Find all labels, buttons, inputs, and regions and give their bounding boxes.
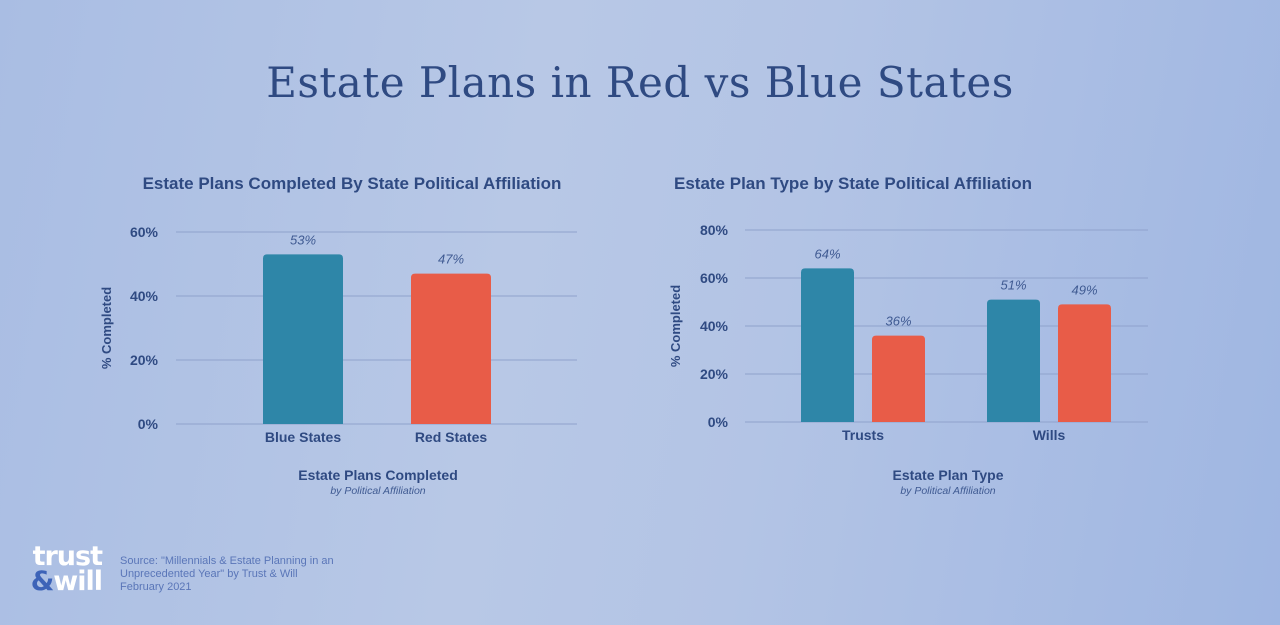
source-line3: February 2021 [120,581,192,593]
y-tick-label: 60% [130,224,159,240]
trust-and-will-logo: trust &will [28,541,103,597]
bar [1058,304,1111,422]
logo-will: will [53,566,103,597]
chart-title: Estate Plan Type by State Political Affi… [674,174,1032,193]
data-label: 49% [1071,282,1097,297]
y-tick-label: 80% [700,222,729,238]
y-tick-label: 0% [138,416,159,432]
y-tick-label: 20% [700,366,729,382]
x-tick-label: Wills [1033,427,1066,443]
source-line1: Source: "Millennials & Estate Planning i… [120,555,334,567]
x-axis-label: Estate Plans Completed [298,467,458,483]
bar [987,299,1040,422]
page-title: Estate Plans in Red vs Blue States [266,58,1014,107]
data-label: 51% [1000,278,1026,293]
y-tick-label: 40% [130,288,159,304]
y-axis-label: % Completed [99,287,114,369]
data-label: 64% [814,246,840,261]
source-line2: Unprecedented Year" by Trust & Will [120,568,298,580]
y-tick-label: 60% [700,270,729,286]
x-axis-label: Estate Plan Type [892,467,1003,483]
data-label: 47% [438,252,464,267]
y-tick-label: 40% [700,318,729,334]
x-axis-sublabel: by Political Affiliation [330,485,425,497]
y-tick-label: 20% [130,352,159,368]
bar [872,335,925,422]
bar [263,254,343,424]
x-tick-label: Red States [415,429,488,445]
bar [801,268,854,422]
logo-line2: &will [28,566,103,597]
x-tick-label: Trusts [842,427,884,443]
bar [411,273,491,424]
y-tick-label: 0% [708,414,729,430]
data-label: 53% [290,232,316,247]
x-axis-sublabel: by Political Affiliation [900,485,995,497]
x-tick-label: Blue States [265,429,341,445]
data-label: 36% [885,314,911,329]
y-axis-label: % Completed [668,285,683,367]
chart-title: Estate Plans Completed By State Politica… [143,174,562,193]
logo-line1: trust [32,541,103,572]
logo-amp: & [30,566,55,597]
source-note: Source: "Millennials & Estate Planning i… [120,555,334,594]
